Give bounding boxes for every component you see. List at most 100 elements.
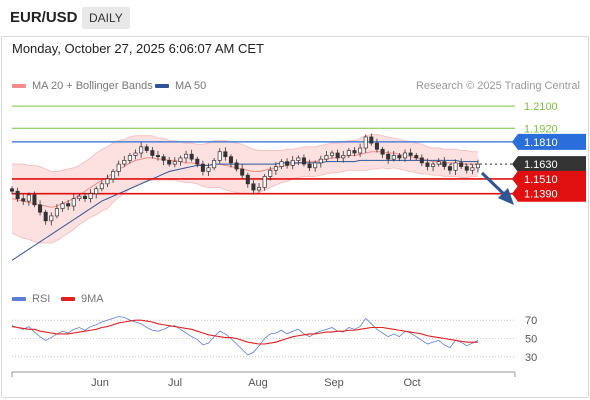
- legend-9ma: 9MA: [61, 293, 104, 305]
- candle-body: [318, 158, 323, 164]
- level-label: 1.1920: [524, 123, 558, 135]
- candle-body: [262, 176, 267, 188]
- candle-body: [431, 163, 436, 167]
- candle-body: [54, 208, 59, 217]
- candle-body: [397, 155, 402, 159]
- candle-body: [251, 183, 256, 191]
- level-tag: [512, 185, 586, 202]
- candle-body: [133, 152, 138, 156]
- level-1.1810: 1.1810: [12, 133, 586, 150]
- level-1.2100: 1.2100: [12, 101, 558, 113]
- candle-body: [290, 160, 295, 166]
- legend-bb: MA 20 + Bollinger Bands: [12, 80, 153, 92]
- candle-body: [178, 157, 183, 162]
- candle-body: [94, 188, 99, 195]
- candle-body: [139, 146, 144, 154]
- candle-body: [200, 163, 205, 172]
- candle-body: [71, 198, 76, 207]
- chart-timestamp: Monday, October 27, 2025 6:06:07 AM CET: [12, 41, 264, 56]
- legend-9ma-swatch: [61, 297, 75, 301]
- legend-rsi: RSI: [12, 293, 50, 305]
- candle-body: [279, 161, 284, 167]
- candle-body: [257, 187, 262, 191]
- candle-body: [240, 168, 245, 176]
- candle-body: [26, 194, 31, 202]
- candle-body: [402, 152, 408, 159]
- chart-panel: [1, 36, 589, 398]
- candle-body: [99, 183, 104, 190]
- candle-body: [234, 162, 239, 170]
- bollinger-band-fill: [12, 134, 478, 244]
- legend-ma50-label: MA 50: [175, 80, 207, 92]
- trend-arrow: [480, 171, 514, 205]
- candle-body: [184, 153, 189, 159]
- x-tick-Sep: Sep: [324, 377, 344, 389]
- candle-body: [161, 156, 166, 161]
- candle-body: [324, 155, 329, 160]
- candle-body: [408, 152, 413, 156]
- legend-ma50: MA 50: [155, 80, 206, 92]
- level-1.1630: 1.1630: [440, 156, 586, 173]
- candle-body: [38, 204, 43, 213]
- level-label: 1.1810: [524, 137, 558, 149]
- candle-body: [268, 169, 273, 177]
- candle-body: [195, 158, 200, 165]
- candle-body: [21, 198, 26, 202]
- candle-body: [144, 146, 149, 151]
- candle-body: [273, 166, 278, 171]
- level-label: 1.1630: [524, 159, 558, 171]
- x-tick-Oct: Oct: [403, 377, 420, 389]
- rsi-tick-50: 50: [12, 334, 537, 346]
- candle-body: [150, 150, 155, 156]
- candle-body: [296, 157, 301, 161]
- candle-body: [464, 166, 469, 171]
- legend-bb-label: MA 20 + Bollinger Bands: [32, 80, 153, 92]
- candle-body: [127, 155, 132, 161]
- candle-body: [155, 155, 160, 158]
- timeframe-button[interactable]: DAILY: [82, 7, 130, 29]
- level-label: 1.1510: [524, 174, 558, 186]
- candle-body: [212, 160, 217, 169]
- symbol-title: EUR/USD: [10, 9, 78, 26]
- legend-ma50-swatch: [155, 84, 169, 88]
- candle-body: [49, 215, 54, 222]
- legend-rsi-swatch: [12, 297, 26, 301]
- candle-body: [313, 162, 318, 169]
- credit-text: Research © 2025 Trading Central: [415, 80, 580, 92]
- top-bar: EUR/USD DAILY: [0, 0, 590, 36]
- candle-body: [470, 167, 475, 171]
- rsi-tick-label: 70: [525, 315, 537, 327]
- candle-body: [116, 163, 121, 172]
- candles: [9, 133, 481, 226]
- bollinger-upper-line: [12, 133, 478, 172]
- candle-body: [391, 155, 396, 160]
- level-tag: [512, 170, 586, 187]
- trend-arrow-head: [498, 188, 514, 205]
- candle-body: [285, 161, 290, 166]
- candle-body: [301, 157, 306, 165]
- candle-body: [189, 153, 194, 160]
- candle-body: [32, 194, 37, 206]
- candle-body: [330, 152, 335, 156]
- legend-rsi-label: RSI: [32, 293, 51, 305]
- candle-body: [206, 167, 211, 172]
- candle-body: [122, 160, 127, 165]
- candle-body: [419, 157, 424, 164]
- trend-arrow-shaft: [480, 171, 508, 198]
- candle-body: [167, 160, 172, 165]
- candle-body: [374, 142, 379, 150]
- candle-body: [459, 162, 464, 167]
- candle-body: [223, 151, 228, 158]
- level-tag: [512, 133, 586, 150]
- rsi-tick-30: 30: [12, 352, 537, 364]
- candle-body: [335, 152, 340, 159]
- x-tick-Jul: Jul: [168, 377, 182, 389]
- level-tag: [512, 156, 586, 173]
- candle-body: [60, 203, 65, 209]
- legend-bb-swatch: [12, 84, 26, 88]
- candle-body: [9, 188, 15, 192]
- candle-body: [436, 161, 441, 165]
- candle-body: [442, 161, 447, 167]
- candle-body: [245, 174, 250, 185]
